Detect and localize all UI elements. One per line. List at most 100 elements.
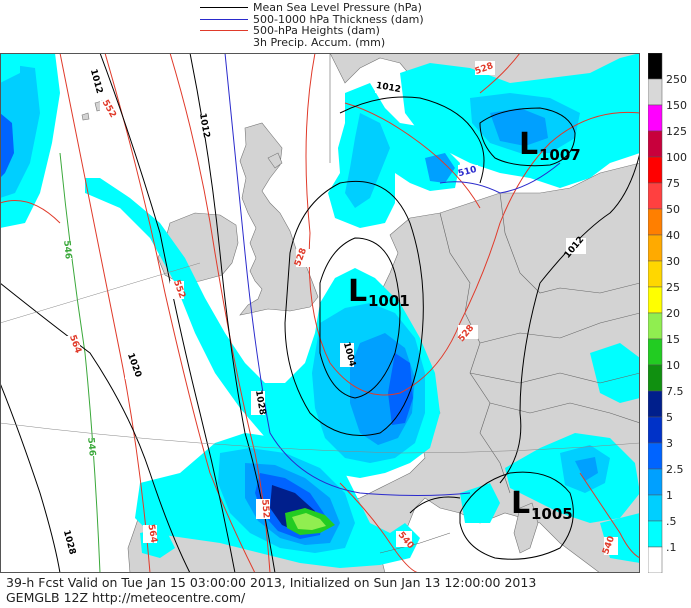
label-heights-540-a: 540	[396, 530, 416, 551]
scale-swatch-19	[648, 546, 663, 573]
mslp-line-5	[339, 96, 485, 184]
scale-swatch-13	[648, 390, 663, 418]
legend-mslp-line	[200, 7, 248, 8]
legend-precip: 3h Precip. Accum. (mm)	[200, 37, 460, 49]
heights-line-7	[339, 482, 421, 573]
border-6	[379, 532, 451, 554]
scale-swatch-1	[648, 78, 663, 106]
mslp-low-1005	[459, 471, 574, 560]
mslp-low-1001-outer	[284, 180, 424, 436]
thickness-line-green	[59, 152, 101, 573]
scale-label-17: .5	[666, 515, 677, 528]
border-4	[489, 402, 640, 424]
precip-west-edge-core	[0, 113, 14, 178]
scale-label-14: 3	[666, 437, 673, 450]
thickness-line-blue-2	[439, 162, 561, 194]
legend-thickness-label: 500-1000 hPa Thickness (dam)	[253, 12, 424, 26]
low-1005-letter: L	[511, 486, 530, 521]
scale-swatch-14	[648, 416, 663, 444]
scale-label-7: 30	[666, 255, 680, 268]
mslp-low-1001-inner	[319, 237, 401, 399]
low-1001-letter: L	[348, 274, 367, 309]
label-mslp-1012-a: 1012	[87, 68, 104, 95]
svg-text:564: 564	[145, 524, 158, 544]
scale-swatch-9	[648, 286, 663, 314]
mslp-line-7	[499, 282, 541, 484]
scale-label-0: 250	[666, 73, 687, 86]
precip-atlantic-band-core	[388, 353, 413, 425]
footer-model-source: GEMGLB 12Z http://meteocentre.com/	[6, 590, 246, 605]
heights-line-8	[579, 472, 640, 559]
graticule	[0, 262, 640, 454]
svg-text:552: 552	[259, 499, 271, 519]
low-1007-letter: L	[519, 127, 538, 162]
precip-ne-band-core	[490, 108, 548, 146]
svg-text:1028: 1028	[253, 389, 267, 415]
map-footer: 39-h Fcst Valid on Tue Jan 15 03:00:00 2…	[6, 575, 536, 605]
scale-label-3: 100	[666, 151, 687, 164]
legend-heights: 500-hPa Heights (dam)	[200, 25, 460, 37]
low-1007: L 1007	[519, 127, 581, 164]
label-thickness-546-b: 546	[82, 437, 97, 457]
scale-label-10: 15	[666, 333, 680, 346]
scale-swatch-10	[648, 312, 663, 340]
scale-swatch-0	[648, 53, 663, 80]
label-mslp-1020: 1020	[125, 352, 143, 379]
legend-heights-line	[200, 30, 248, 31]
legend-thickness-line	[200, 18, 248, 20]
land-corsica-sardinia	[513, 502, 539, 554]
low-1001-value: 1001	[368, 292, 410, 310]
low-pressure-centres: L 1007 L 1001 L 1005	[348, 127, 581, 523]
scale-label-9: 20	[666, 307, 680, 320]
precip-alps	[590, 343, 640, 403]
label-heights-528-c: 528	[457, 323, 478, 344]
scale-swatch-6	[648, 208, 663, 236]
scale-label-1: 150	[666, 99, 687, 112]
label-mslp-1028: 1028	[60, 529, 77, 556]
legend-thickness: 500-1000 hPa Thickness (dam)	[200, 14, 460, 26]
precip-scale-bars	[648, 53, 663, 573]
low-1005: L 1005	[511, 486, 573, 523]
svg-text:546: 546	[85, 437, 97, 457]
scale-swatch-2	[648, 104, 663, 132]
mslp-low-1007	[479, 107, 576, 167]
legend-mslp-label: Mean Sea Level Pressure (hPa)	[253, 1, 422, 14]
label-thickness-510: 510	[457, 165, 478, 180]
scale-swatch-7	[648, 234, 663, 262]
low-1001: L 1001	[348, 274, 410, 310]
scale-swatch-15	[648, 442, 663, 470]
scale-swatch-17	[648, 494, 663, 522]
scale-label-18: .1	[666, 541, 677, 554]
scale-swatch-11	[648, 338, 663, 366]
low-1005-value: 1005	[531, 505, 573, 523]
border-3	[469, 372, 640, 384]
label-mslp-1012-c: 1012	[375, 81, 402, 95]
scale-swatch-3	[648, 130, 663, 158]
scale-swatch-5	[648, 182, 663, 210]
scale-label-8: 25	[666, 281, 680, 294]
svg-text:510: 510	[457, 165, 478, 180]
graticule-meridian	[0, 262, 201, 324]
forecast-map: 1012 1012 1012 1012 1020 1004 1028 1028 …	[0, 53, 640, 573]
heights-line-1	[59, 53, 151, 573]
label-mslp-1012-e: 1028	[251, 389, 267, 416]
scale-label-5: 50	[666, 203, 680, 216]
scale-swatch-4	[648, 156, 663, 184]
svg-text:1012: 1012	[197, 112, 211, 138]
precip-scale: 250 150 125 100 75 50 40 30 25 20 15 10 7.5 5 3 2.5 1 .5.…	[648, 53, 687, 573]
heights-line-2	[104, 53, 256, 573]
legend-heights-label: 500-hPa Heights (dam)	[253, 24, 380, 37]
map-frame	[0, 53, 640, 573]
precip-nw-patch	[0, 53, 20, 83]
scale-label-11: 10	[666, 359, 680, 372]
label-heights-528-b: 528	[293, 247, 310, 268]
footer-forecast-valid: 39-h Fcst Valid on Tue Jan 15 03:00:00 2…	[6, 575, 537, 590]
heights-line-6	[479, 53, 521, 94]
mslp-line-2	[189, 53, 276, 573]
label-heights-564-b: 564	[143, 524, 159, 544]
heights-line-4	[305, 53, 640, 396]
label-heights-552-c: 552	[256, 499, 271, 519]
heights-contours	[0, 53, 640, 573]
label-heights-528-a: 528	[474, 61, 495, 77]
